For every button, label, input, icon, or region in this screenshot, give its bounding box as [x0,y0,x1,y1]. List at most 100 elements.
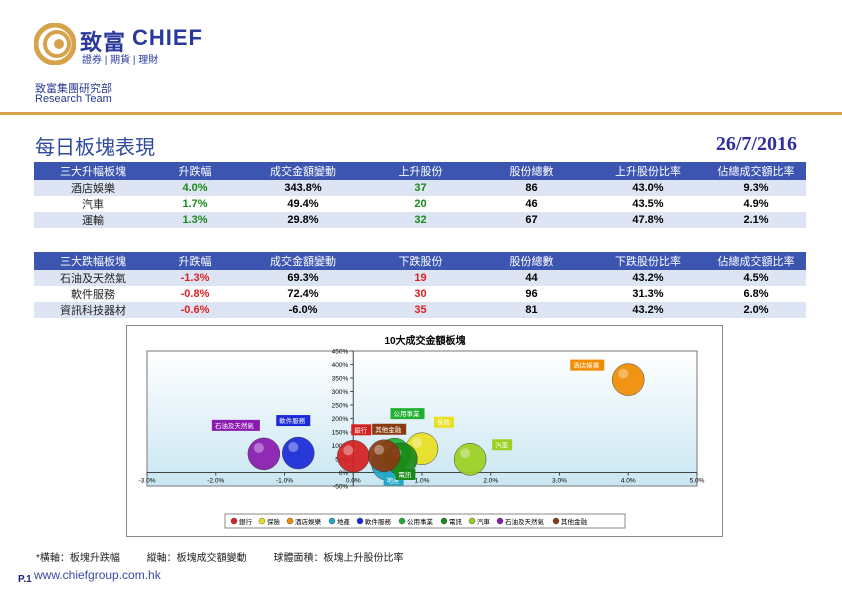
legend-marker [398,517,406,525]
column-header: 下跌股份比率 [590,252,706,270]
chart-title: 10大成交金額板塊 [384,334,465,347]
turnover-change: 69.3% [238,270,368,286]
bubble-label-bg [211,419,260,431]
sector-bubble-chart: 10大成交金額板塊-50%0%50%100%150%200%250%300%35… [126,325,723,537]
bubble-label: 公用事業 [394,409,421,418]
total-count: 67 [473,212,590,228]
department-en: Research Team [35,93,112,105]
sector-change: 1.3% [152,212,238,228]
turnover-share: 4.5% [706,270,806,286]
bubble-label: 酒店娛樂 [573,361,600,370]
bubble-highlight [618,368,629,379]
y-tick-label: 100% [332,443,349,450]
total-count: 86 [473,180,590,196]
chart-footnote: *橫軸：板塊升跌幅 縱軸：板塊成交額變動 球體面積：板塊上升股份比率 [36,549,427,564]
turnover-share: 2.0% [706,302,806,318]
footnote-y-axis: 縱軸：板塊成交額變動 [146,553,247,564]
column-header: 佔總成交額比率 [706,252,806,270]
column-header: 三大升幅板塊 [34,162,152,180]
column-header: 股份總數 [473,162,590,180]
legend-entry: 汽車 [477,517,491,526]
rising-ratio: 43.0% [590,180,706,196]
turnover-change: -6.0% [238,302,368,318]
total-count: 96 [525,288,538,300]
bubble-label-bg [570,359,605,371]
x-tick-label: 0.0% [346,478,361,485]
falling-ratio: 43.2% [590,270,706,286]
brand-subtitle: 證券 | 期貨 | 理財 [82,55,159,66]
website-link[interactable]: www.chiefgroup.com.hk [34,568,161,582]
turnover-change: 343.8% [238,180,368,196]
rising-count: 37 [368,180,473,196]
bubble-label-bg [276,415,311,427]
legend-entry: 銀行 [239,517,253,526]
legend-marker [552,517,560,525]
bubble-highlight [343,445,354,456]
rising-count: 32 [368,212,473,228]
bubble-酒店娛樂 [612,363,645,396]
legend-marker [496,517,504,525]
column-header: 下跌股份 [368,252,473,270]
top-sectors-table: 三大升幅板塊 升跌幅 成交金額變動 上升股份 股份總數 上升股份比率 佔總成交額… [34,162,806,228]
y-tick-label: 200% [332,416,349,423]
legend-marker [286,517,294,525]
turnover-change: 29.8% [238,212,368,228]
legend-entry: 軟件服務 [365,517,392,526]
bubble-highlight [460,448,471,459]
sector-change: -0.6% [152,302,238,318]
bubble-label-bg [395,469,416,480]
sector-change: 1.7% [182,198,208,210]
bubble-label: 銀行 [354,425,368,434]
y-tick-label: 150% [332,430,349,437]
sector-name: 石油及天然氣 [34,270,152,286]
column-header: 升跌幅 [152,162,238,180]
sector-name: 酒店娛樂 [34,180,152,196]
x-tick-label: 5.0% [690,478,705,485]
x-tick-label: -1.0% [276,478,293,485]
column-header: 上升股份比率 [590,162,706,180]
y-tick-label: 450% [332,349,349,356]
sector-name: 運輸 [34,212,152,228]
x-tick-label: 1.0% [415,478,430,485]
header-divider [0,112,842,115]
column-header: 三大跌幅板塊 [34,252,152,270]
rising-ratio: 47.8% [590,212,706,228]
bubble-label-bg [492,439,513,451]
footnote-bubble: 球體面積：板塊上升股份比率 [273,553,404,564]
column-header: 上升股份 [368,162,473,180]
bubble-銀行 [337,440,370,473]
bubble-label-bg [351,424,372,436]
column-header: 成交金額變動 [238,162,368,180]
legend-entry: 地產 [337,517,351,526]
bubble-label: 汽車 [495,440,509,449]
falling-ratio: 31.3% [632,288,664,300]
y-tick-label: 350% [332,376,349,383]
table-row: 資訊科技器材 -0.6% -6.0% 35 81 43.2% 2.0% [34,302,806,318]
bubble-石油及天然氣 [247,437,281,471]
page-title: 每日板塊表現 [35,135,155,159]
table-row: 酒店娛樂 4.0% 343.8% 37 86 43.0% 9.3% [34,180,806,196]
legend-marker [258,517,266,525]
legend-marker [230,517,238,525]
falling-count: 35 [368,302,473,318]
sector-name: 汽車 [82,199,104,211]
x-tick-label: 4.0% [621,478,636,485]
legend-marker [440,517,448,525]
turnover-share: 9.3% [706,180,806,196]
sector-change: -0.8% [180,288,210,300]
bubble-label: 軟件服務 [279,416,306,425]
y-tick-label: 400% [332,362,349,369]
sector-change: 4.0% [152,180,238,196]
legend-box [224,513,626,529]
table-row: 運輸 1.3% 29.8% 32 67 47.8% 2.1% [34,212,806,228]
column-header: 股份總數 [473,252,590,270]
table-header-row: 三大跌幅板塊 升跌幅 成交金額變動 下跌股份 股份總數 下跌股份比率 佔總成交額… [34,252,806,270]
bubble-highlight [412,437,422,448]
bubble-label-bg [434,416,454,428]
sector-name: 軟件服務 [71,289,115,301]
x-tick-label: -3.0% [139,478,156,485]
bubble-其他金融 [367,439,401,473]
bubble-chart-svg: 10大成交金額板塊-50%0%50%100%150%200%250%300%35… [139,334,705,529]
column-header: 成交金額變動 [238,252,368,270]
y-tick-label: -50% [333,484,348,491]
